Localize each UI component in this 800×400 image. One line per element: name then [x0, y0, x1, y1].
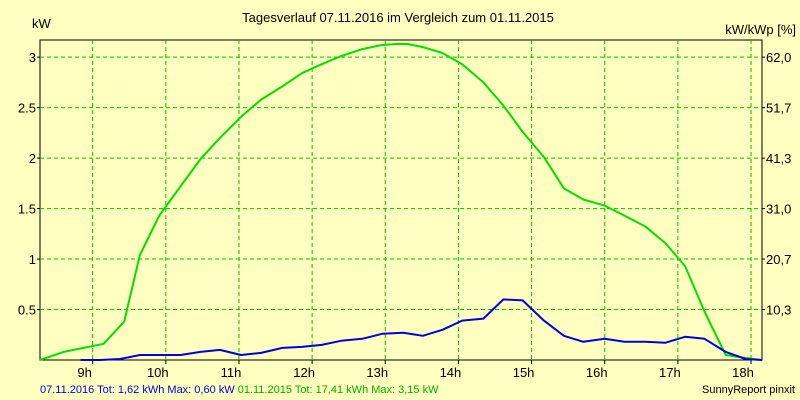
series-lines	[39, 43, 763, 361]
footer-green-text: 01.11.2015 Tot: 17,41 kWh Max: 3,15 kW	[238, 384, 439, 396]
y-tick-label-left: 1	[29, 252, 36, 267]
y-tick-label-right: 20,7	[766, 252, 791, 267]
footer-blue-text: 07.11.2016 Tot: 1,62 kWh Max: 0,60 kW	[40, 384, 235, 396]
y-axis-label-left: kW	[32, 16, 52, 31]
y-tick-label-right: 41,3	[766, 151, 791, 166]
y-axis-label-right: kW/kWp [%]	[725, 22, 796, 37]
x-tick-label: 10h	[147, 365, 169, 380]
y-tick-label-right: 62,0	[766, 50, 791, 65]
y-tick-label-left: 1.5	[18, 202, 36, 217]
series-line-green	[39, 43, 763, 361]
x-tick-label: 13h	[366, 365, 388, 380]
y-tick-label-left: 2.5	[18, 101, 36, 116]
x-tick-label: 9h	[77, 365, 91, 380]
x-tick-label: 15h	[513, 365, 535, 380]
y-tick-label-left: 3	[29, 50, 36, 65]
y-tick-label-right: 51,7	[766, 101, 791, 116]
plot-area	[39, 39, 763, 361]
axis-ticks: 9h 10h 11h 12h 13h 14h 15h 16h 17h 18h 0.5 1 1.5 2 2.5…	[18, 50, 791, 380]
chart-title: Tagesverlauf 07.11.2016 im Vergleich zum…	[242, 10, 554, 25]
x-tick-label: 17h	[659, 365, 681, 380]
footer-credit: SunnyReport pinxit	[702, 384, 795, 396]
series-line-blue	[80, 298, 763, 361]
y-tick-label-left: 0.5	[18, 303, 36, 318]
grid	[40, 40, 762, 360]
x-tick-label: 18h	[732, 365, 754, 380]
y-tick-label-right: 10,3	[766, 303, 791, 318]
y-tick-label-right: 31,0	[766, 202, 791, 217]
x-tick-label: 14h	[440, 365, 462, 380]
y-tick-label-left: 2	[29, 151, 36, 166]
x-tick-label: 12h	[293, 365, 315, 380]
x-tick-label: 16h	[586, 365, 608, 380]
footer-blue-summary: 07.11.2016 Tot: 1,62 kWh Max: 0,60 kW 01…	[40, 384, 439, 396]
x-tick-label: 11h	[221, 365, 242, 380]
